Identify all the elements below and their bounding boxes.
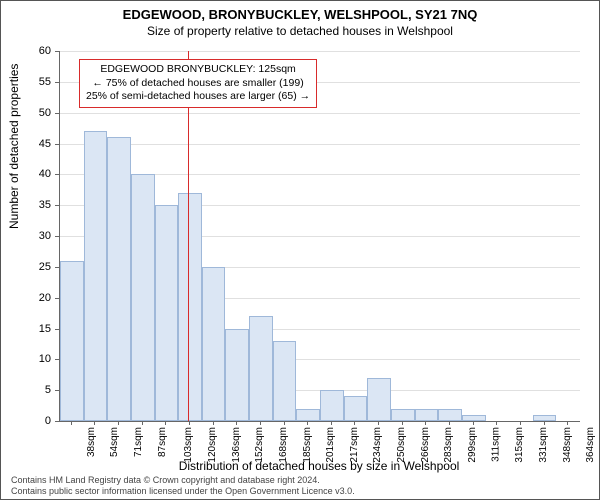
x-tick-label: 103sqm [183,427,194,463]
x-tick-mark [473,421,474,425]
histogram-bar [225,329,249,422]
x-tick-label: 299sqm [467,427,478,463]
y-tick-label: 5 [45,384,51,396]
y-tick-mark [55,144,59,145]
x-tick-label: 348sqm [561,427,572,463]
histogram-bar [202,267,226,421]
y-tick-label: 40 [39,168,51,180]
x-tick-mark [94,421,95,425]
x-tick-label: 283sqm [443,427,454,463]
y-axis-ticks: 051015202530354045505560 [1,51,55,421]
x-tick-label: 364sqm [585,427,596,463]
y-tick-label: 10 [39,353,51,365]
histogram-bar [367,378,391,421]
y-tick-mark [55,359,59,360]
histogram-bar [344,396,368,421]
x-tick-label: 250sqm [396,427,407,463]
histogram-bar [84,131,108,421]
x-tick-mark [236,421,237,425]
histogram-bar [131,174,155,421]
y-tick-label: 0 [45,415,51,427]
y-tick-mark [55,329,59,330]
y-tick-mark [55,113,59,114]
chart-title-main: EDGEWOOD, BRONYBUCKLEY, WELSHPOOL, SY21 … [1,1,599,22]
x-tick-label: 185sqm [301,427,312,463]
x-tick-mark [165,421,166,425]
histogram-bar [107,137,131,421]
x-tick-label: 71sqm [133,427,144,457]
x-tick-mark [449,421,450,425]
annotation-line-2: ← 75% of detached houses are smaller (19… [86,77,310,91]
annotation-line-1: EDGEWOOD BRONYBUCKLEY: 125sqm [86,63,310,77]
footer-line-1: Contains HM Land Registry data © Crown c… [11,475,355,486]
x-tick-label: 315sqm [514,427,525,463]
annotation-box: EDGEWOOD BRONYBUCKLEY: 125sqm ← 75% of d… [79,59,317,108]
y-tick-mark [55,390,59,391]
x-tick-label: 120sqm [207,427,218,463]
annotation-line-3: 25% of semi-detached houses are larger (… [86,90,310,104]
x-tick-mark [118,421,119,425]
histogram-bar [320,390,344,421]
footer-attribution: Contains HM Land Registry data © Crown c… [11,475,355,497]
chart-title-sub: Size of property relative to detached ho… [1,22,599,38]
y-tick-label: 50 [39,107,51,119]
y-tick-mark [55,267,59,268]
x-tick-mark [331,421,332,425]
y-tick-mark [55,205,59,206]
chart-container: EDGEWOOD, BRONYBUCKLEY, WELSHPOOL, SY21 … [0,0,600,500]
x-tick-mark [378,421,379,425]
histogram-bar [391,409,415,421]
x-tick-mark [496,421,497,425]
x-tick-mark [260,421,261,425]
x-tick-mark [520,421,521,425]
x-tick-mark [567,421,568,425]
x-tick-label: 217sqm [349,427,360,463]
y-tick-label: 60 [39,45,51,57]
x-tick-mark [354,421,355,425]
x-tick-label: 266sqm [420,427,431,463]
x-tick-label: 136sqm [230,427,241,463]
x-tick-label: 234sqm [372,427,383,463]
footer-line-2: Contains public sector information licen… [11,486,355,497]
histogram-bar [249,316,273,421]
histogram-bar [296,409,320,421]
y-tick-label: 25 [39,261,51,273]
x-tick-label: 311sqm [490,427,501,462]
y-tick-mark [55,82,59,83]
x-tick-label: 331sqm [538,427,549,463]
y-tick-mark [55,236,59,237]
x-axis-ticks: 38sqm 54sqm 71sqm 87sqm 103sqm 120sqm 136sqm 15… [59,421,579,461]
x-tick-label: 54sqm [109,427,120,457]
x-tick-mark [402,421,403,425]
x-tick-mark [71,421,72,425]
histogram-bar [178,193,202,421]
y-tick-mark [55,51,59,52]
x-axis-label: Distribution of detached houses by size … [59,459,579,473]
y-tick-mark [55,174,59,175]
y-tick-label: 35 [39,199,51,211]
histogram-bar [60,261,84,421]
x-tick-mark [189,421,190,425]
x-tick-label: 201sqm [325,427,336,463]
x-tick-label: 87sqm [157,427,168,457]
x-tick-label: 38sqm [86,427,97,457]
histogram-bar [438,409,462,421]
x-tick-mark [213,421,214,425]
y-tick-label: 15 [39,323,51,335]
x-tick-mark [142,421,143,425]
x-tick-mark [307,421,308,425]
x-tick-label: 152sqm [254,427,265,463]
x-tick-mark [544,421,545,425]
y-tick-label: 30 [39,230,51,242]
histogram-bar [415,409,439,421]
y-tick-label: 20 [39,292,51,304]
histogram-bar [155,205,179,421]
x-tick-mark [425,421,426,425]
y-tick-label: 45 [39,138,51,150]
x-tick-mark [284,421,285,425]
x-tick-label: 168sqm [278,427,289,463]
histogram-bar [273,341,297,421]
y-tick-mark [55,298,59,299]
y-tick-label: 55 [39,76,51,88]
